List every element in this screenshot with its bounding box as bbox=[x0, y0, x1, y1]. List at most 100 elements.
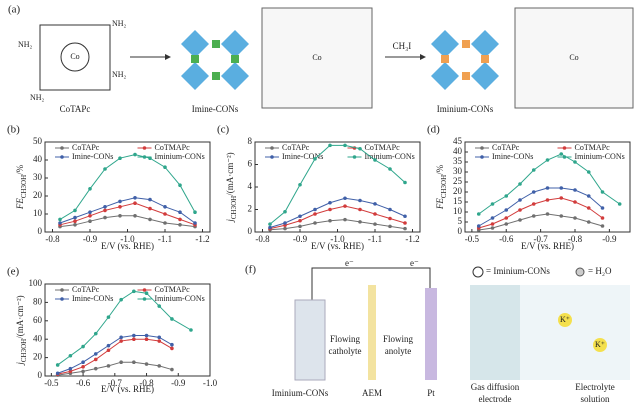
series-line bbox=[478, 197, 603, 229]
point bbox=[531, 190, 536, 194]
point bbox=[193, 210, 197, 214]
point bbox=[157, 339, 162, 343]
point bbox=[328, 143, 332, 148]
y-tick-label: 15 bbox=[453, 196, 463, 206]
x-axis-label: E/V (vs. RHE) bbox=[311, 241, 364, 251]
point bbox=[106, 364, 111, 368]
x-tick-label: -0.9 bbox=[83, 234, 98, 244]
electrolyte: Electrolyte bbox=[575, 382, 614, 392]
point bbox=[81, 365, 85, 369]
point bbox=[132, 360, 136, 365]
point bbox=[119, 297, 123, 302]
x-tick-label: -0.9 bbox=[602, 234, 617, 244]
electrolyte: solution bbox=[580, 394, 610, 404]
y-tick-label: 8 bbox=[248, 136, 253, 146]
series-line bbox=[269, 197, 406, 228]
y-tick-label: 10 bbox=[453, 206, 463, 216]
point bbox=[476, 212, 481, 216]
series-line bbox=[57, 335, 173, 374]
point bbox=[373, 212, 377, 216]
x-tick-label: -0.8 bbox=[568, 234, 583, 244]
point bbox=[132, 289, 136, 294]
x-tick-label: -0.6 bbox=[76, 378, 91, 388]
amine: NH₂ bbox=[30, 93, 45, 102]
point bbox=[148, 217, 152, 222]
amine: NH₂ bbox=[112, 70, 127, 79]
y-tick-label: 30 bbox=[33, 172, 43, 182]
point bbox=[531, 168, 536, 172]
point bbox=[586, 220, 591, 224]
series-line bbox=[478, 213, 603, 231]
legend-label: CoTAPc bbox=[282, 143, 310, 152]
x-tick-label: -0.7 bbox=[108, 378, 123, 388]
x-tick-label: -0.9 bbox=[293, 234, 308, 244]
point bbox=[313, 221, 317, 225]
point bbox=[504, 208, 509, 212]
point bbox=[545, 212, 550, 216]
x-tick-label: -0.6 bbox=[499, 234, 514, 244]
y-tick-label: 0 bbox=[38, 370, 43, 380]
point bbox=[328, 218, 332, 223]
legend-marker bbox=[142, 288, 147, 292]
legend-marker bbox=[142, 297, 147, 301]
point bbox=[73, 223, 77, 227]
catholyte: catholyte bbox=[329, 346, 362, 356]
point bbox=[545, 186, 550, 190]
x-tick-label: -1.1 bbox=[368, 234, 382, 244]
legend-label: Imine-CONs bbox=[72, 152, 113, 161]
point bbox=[518, 182, 522, 186]
chart: (d) -0.5 -0.6 -0.7 -0.8 -0.9 05101520253035404… bbox=[427, 124, 631, 251]
point bbox=[388, 167, 392, 171]
point bbox=[545, 198, 550, 202]
point bbox=[133, 201, 137, 205]
point bbox=[268, 225, 272, 230]
legend-label: Imine-CONs bbox=[282, 152, 323, 161]
y-tick-label: 30 bbox=[453, 166, 463, 176]
point bbox=[600, 216, 605, 220]
chart: (e) -0.5 -0.6 -0.7 -0.8 -0.9 -1.0 0 20 40 60 80 100 E… bbox=[7, 266, 218, 395]
y-tick-label: 40 bbox=[33, 154, 43, 164]
point bbox=[157, 335, 162, 340]
legend-label: Imine-CONs bbox=[72, 294, 113, 303]
reagent: CH₃I bbox=[393, 41, 412, 51]
point bbox=[531, 202, 536, 206]
point bbox=[490, 216, 495, 220]
point bbox=[163, 165, 167, 169]
point bbox=[68, 353, 73, 358]
legend-label: CoTAPc bbox=[72, 285, 100, 294]
point bbox=[504, 222, 509, 226]
legend-label: CoTAPc bbox=[72, 143, 100, 152]
y-axis-label: jCH3OH/(mA·cm⁻²) bbox=[15, 295, 28, 365]
point bbox=[178, 217, 182, 222]
point bbox=[133, 214, 137, 218]
zoom-box bbox=[514, 7, 634, 109]
metal: Co bbox=[569, 53, 578, 62]
legend-marker bbox=[60, 288, 64, 292]
series-line bbox=[57, 361, 173, 376]
point bbox=[157, 364, 162, 368]
point bbox=[403, 221, 407, 225]
legend-label: CoTAPc bbox=[492, 143, 520, 152]
x-tick-label: -1.1 bbox=[158, 234, 172, 244]
point bbox=[119, 335, 123, 340]
point bbox=[88, 187, 92, 191]
point bbox=[490, 222, 495, 226]
point bbox=[68, 366, 73, 371]
point bbox=[170, 317, 174, 321]
legend-water: = H₂O bbox=[588, 266, 612, 276]
point bbox=[163, 212, 167, 216]
point bbox=[93, 331, 98, 336]
point bbox=[118, 156, 122, 160]
point bbox=[144, 291, 149, 296]
legend-label: Iminium-CONs bbox=[155, 152, 205, 161]
y-tick-label: 40 bbox=[453, 146, 463, 156]
point bbox=[343, 217, 347, 222]
y-tick-label: 2 bbox=[248, 204, 253, 214]
legend-label: Iminium-CONs bbox=[365, 152, 415, 161]
point bbox=[103, 208, 107, 213]
legend-label: CoTMAPc bbox=[575, 143, 611, 152]
y-tick-label: 80 bbox=[33, 296, 43, 306]
y-tick-label: 5 bbox=[458, 216, 463, 226]
panel-label: (a) bbox=[8, 4, 21, 16]
